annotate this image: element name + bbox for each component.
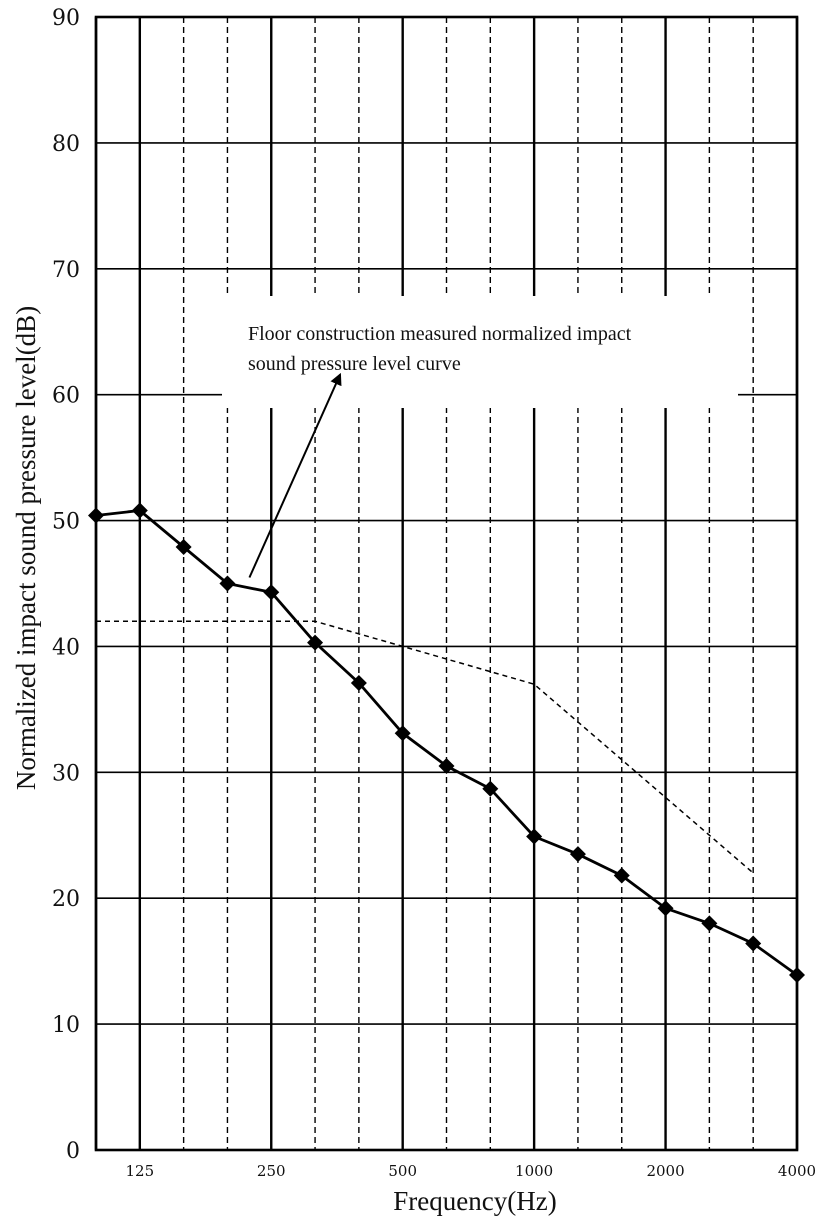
x-tick-label: 1000 [515, 1162, 553, 1180]
data-point-diamond [789, 967, 805, 984]
data-point-diamond [482, 780, 499, 797]
y-tick-label: 40 [52, 635, 80, 660]
x-tick-label: 125 [125, 1162, 154, 1180]
y-tick-label: 50 [52, 510, 80, 535]
y-tick-label: 30 [52, 761, 80, 786]
x-tick-labels: 125 250 500 1000 2000 4000 [125, 1162, 816, 1180]
data-point-diamond [88, 507, 104, 524]
plot-frame [94, 15, 799, 1152]
y-tick-label: 90 [52, 6, 80, 31]
x-tick-label: 2000 [646, 1162, 684, 1180]
y-tick-labels: 0 10 20 30 40 50 60 70 80 90 [52, 6, 80, 1164]
annotation-box [222, 296, 738, 408]
reference-curve [96, 620, 754, 874]
data-point-diamond [745, 935, 762, 952]
data-point-diamond [350, 674, 367, 691]
y-axis-label: Normalized impact sound pressure level(d… [11, 306, 41, 790]
annotation-text: Floor construction measured normalized i… [248, 323, 632, 345]
data-point-diamond [526, 828, 543, 845]
annotation-layer: Floor construction measured normalized i… [222, 296, 738, 578]
data-point-diamond [219, 575, 236, 592]
y-tick-label: 80 [52, 132, 80, 157]
y-tick-label: 70 [52, 258, 80, 283]
annotation-arrow [248, 372, 342, 578]
y-tick-label: 10 [52, 1013, 80, 1038]
data-point-diamond [394, 725, 411, 742]
annotation-text: sound pressure level curve [248, 353, 461, 375]
data-point-diamond [657, 900, 674, 917]
series-layer [88, 502, 805, 984]
y-tick-label: 60 [52, 384, 80, 409]
data-point-diamond [307, 634, 324, 651]
x-tick-label: 4000 [778, 1162, 816, 1180]
data-point-diamond [263, 584, 280, 601]
x-tick-label: 250 [257, 1162, 286, 1180]
data-point-diamond [569, 846, 586, 863]
vertical-gridlines [94, 15, 799, 1152]
data-point-diamond [175, 538, 192, 555]
x-axis-label: Frequency(Hz) [393, 1186, 556, 1216]
y-tick-label: 0 [66, 1139, 80, 1164]
data-point-diamond [701, 915, 718, 932]
data-point-diamond [131, 502, 148, 519]
y-tick-label: 20 [52, 887, 80, 912]
data-point-diamond [438, 758, 455, 775]
x-tick-label: 500 [388, 1162, 417, 1180]
data-point-diamond [613, 867, 630, 884]
